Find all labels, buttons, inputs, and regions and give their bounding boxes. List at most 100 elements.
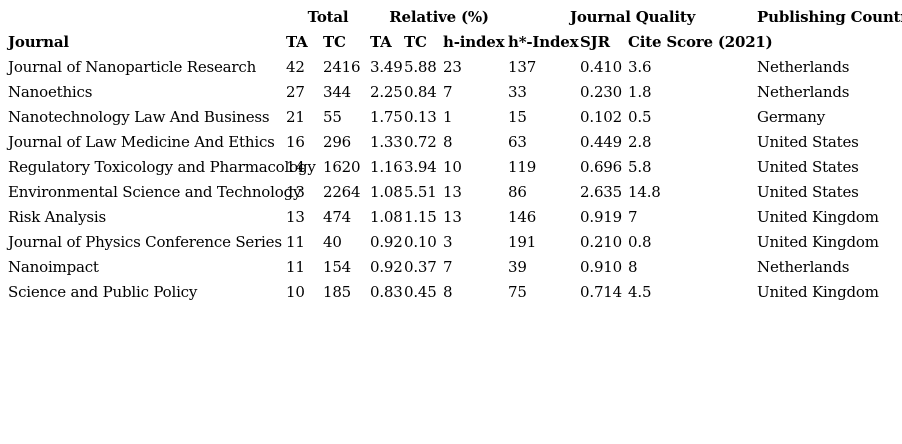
ta-total-cell: 16	[286, 132, 305, 151]
column-header-ta-relative: TA	[370, 32, 392, 51]
ta-relative-cell: 1.16	[370, 157, 403, 176]
tc-relative-cell: 0.10	[404, 232, 437, 251]
ta-total-cell: 11	[286, 257, 305, 276]
tc-relative-cell: 3.94	[404, 157, 437, 176]
journal-name-cell: Risk Analysis	[8, 207, 106, 226]
table-row: Environmental Science and Technology 13 …	[0, 179, 902, 204]
tc-total-cell: 296	[323, 132, 352, 151]
cite-score-cell: 14.8	[628, 182, 661, 201]
ta-total-cell: 21	[286, 107, 305, 126]
h-star-index-cell: 63	[508, 132, 527, 151]
group-header-relative: Relative (%)	[389, 7, 489, 26]
sjr-cell: 0.449	[580, 132, 622, 151]
tc-total-cell: 2264	[323, 182, 361, 201]
h-index-cell: 7	[443, 82, 453, 101]
tc-total-cell: 474	[323, 207, 352, 226]
column-header-ta-total: TA	[286, 32, 308, 51]
country-cell: Netherlands	[757, 257, 850, 276]
country-cell: United Kingdom	[757, 207, 879, 226]
tc-total-cell: 1620	[323, 157, 361, 176]
cite-score-cell: 1.8	[628, 82, 652, 101]
ta-total-cell: 11	[286, 232, 305, 251]
h-star-index-cell: 15	[508, 107, 527, 126]
country-cell: Germany	[757, 107, 825, 126]
ta-relative-cell: 2.25	[370, 82, 403, 101]
country-cell: United Kingdom	[757, 232, 879, 251]
ta-relative-cell: 0.92	[370, 232, 403, 251]
tc-total-cell: 2416	[323, 57, 361, 76]
h-star-index-cell: 146	[508, 207, 537, 226]
tc-relative-cell: 5.88	[404, 57, 437, 76]
tc-total-cell: 185	[323, 282, 352, 301]
cite-score-cell: 3.6	[628, 57, 652, 76]
tc-total-cell: 154	[323, 257, 352, 276]
journal-name-cell: Journal of Physics Conference Series	[8, 232, 282, 251]
journal-metrics-table: Total Relative (%) Journal Quality Publi…	[0, 4, 902, 304]
table-row: Regulatory Toxicology and Pharmacology 1…	[0, 154, 902, 179]
h-index-cell: 8	[443, 282, 453, 301]
h-index-cell: 3	[443, 232, 453, 251]
tc-relative-cell: 0.84	[404, 82, 437, 101]
ta-relative-cell: 1.08	[370, 207, 403, 226]
h-star-index-cell: 191	[508, 232, 537, 251]
ta-relative-cell: 0.92	[370, 257, 403, 276]
h-index-cell: 8	[443, 132, 453, 151]
journal-name-cell: Nanotechnology Law And Business	[8, 107, 270, 126]
sjr-cell: 0.230	[580, 82, 622, 101]
group-header-publishing-country: Publishing Country	[757, 7, 902, 26]
sjr-cell: 0.210	[580, 232, 622, 251]
sjr-cell: 0.919	[580, 207, 622, 226]
ta-total-cell: 13	[286, 207, 305, 226]
tc-total-cell: 40	[323, 232, 342, 251]
table-row: Nanoethics 27 344 2.25 0.84 7 33 0.230 1…	[0, 79, 902, 104]
journal-name-cell: Nanoimpact	[8, 257, 99, 276]
cite-score-cell: 0.5	[628, 107, 652, 126]
sjr-cell: 0.696	[580, 157, 622, 176]
column-header-cite-score: Cite Score (2021)	[628, 32, 773, 51]
tc-relative-cell: 0.37	[404, 257, 437, 276]
table-row: Journal of Law Medicine And Ethics 16 29…	[0, 129, 902, 154]
ta-relative-cell: 1.33	[370, 132, 403, 151]
table-row: Nanoimpact 11 154 0.92 0.37 7 39 0.910 8…	[0, 254, 902, 279]
column-header-country-spacer	[757, 29, 902, 54]
h-star-index-cell: 39	[508, 257, 527, 276]
tc-relative-cell: 0.13	[404, 107, 437, 126]
country-cell: Netherlands	[757, 82, 850, 101]
h-index-cell: 23	[443, 57, 462, 76]
h-star-index-cell: 86	[508, 182, 527, 201]
country-cell: United States	[757, 182, 859, 201]
journal-name-cell: Environmental Science and Technology	[8, 182, 302, 201]
table-row: Risk Analysis 13 474 1.08 1.15 13 146 0.…	[0, 204, 902, 229]
h-star-index-cell: 33	[508, 82, 527, 101]
cite-score-cell: 5.8	[628, 157, 652, 176]
ta-relative-cell: 0.83	[370, 282, 403, 301]
ta-relative-cell: 3.49	[370, 57, 403, 76]
column-header-h-star-index: h*-Index	[508, 32, 579, 51]
cite-score-cell: 7	[628, 207, 638, 226]
journal-name-cell: Science and Public Policy	[8, 282, 198, 301]
cite-score-cell: 0.8	[628, 232, 652, 251]
tc-relative-cell: 0.45	[404, 282, 437, 301]
column-header-tc-relative: TC	[404, 32, 427, 51]
country-cell: United States	[757, 132, 859, 151]
journal-name-cell: Regulatory Toxicology and Pharmacology	[8, 157, 316, 176]
sjr-cell: 2.635	[580, 182, 622, 201]
journal-name-cell: Nanoethics	[8, 82, 93, 101]
table-row: Journal of Nanoparticle Research 42 2416…	[0, 54, 902, 79]
ta-total-cell: 27	[286, 82, 305, 101]
h-index-cell: 10	[443, 157, 462, 176]
column-header-row: Journal TA TC TA TC h-index h*-Index SJR…	[0, 29, 902, 54]
country-cell: Netherlands	[757, 57, 850, 76]
tc-relative-cell: 1.15	[404, 207, 437, 226]
h-index-cell: 7	[443, 257, 453, 276]
sjr-cell: 0.102	[580, 107, 622, 126]
tc-total-cell: 55	[323, 107, 342, 126]
ta-total-cell: 10	[286, 282, 305, 301]
column-header-h-index: h-index	[443, 32, 505, 51]
sjr-cell: 0.410	[580, 57, 622, 76]
tc-total-cell: 344	[323, 82, 352, 101]
sjr-cell: 0.910	[580, 257, 622, 276]
country-cell: United States	[757, 157, 859, 176]
ta-relative-cell: 1.75	[370, 107, 403, 126]
